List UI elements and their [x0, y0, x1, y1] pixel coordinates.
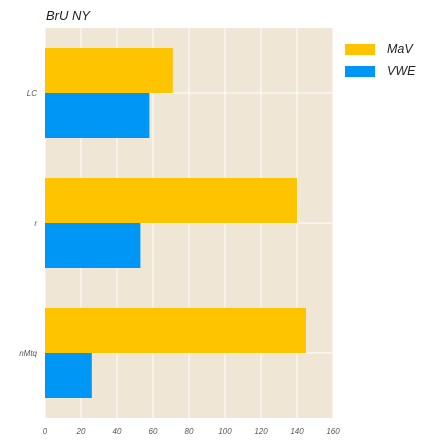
bar-vwe-nmtq: [45, 353, 92, 398]
y-tick-label-nmtq: nMtq: [19, 349, 37, 358]
bar-mav-lc: [45, 48, 173, 93]
legend-swatch-vwe: [345, 66, 375, 77]
x-tick-label-120: 120: [254, 427, 268, 436]
bar-mav-nmtq: [45, 308, 306, 353]
x-tick-label-160: 160: [326, 427, 340, 436]
x-tick-label-60: 60: [149, 427, 158, 436]
bar-vwe-lc: [45, 93, 149, 138]
legend: MaV VWE: [345, 38, 415, 82]
legend-swatch-mav: [345, 44, 375, 55]
legend-item-vwe: VWE: [345, 60, 415, 82]
x-tick-label-40: 40: [113, 427, 122, 436]
x-tick-label-0: 0: [43, 427, 48, 436]
bar-vwe-r: [45, 223, 140, 268]
legend-label-mav: MaV: [387, 42, 413, 56]
x-tick-label-20: 20: [76, 427, 86, 436]
legend-label-vwe: VWE: [387, 64, 415, 78]
x-tick-label-100: 100: [218, 427, 232, 436]
y-tick-label-lc: LC: [27, 89, 37, 98]
x-tick-label-140: 140: [290, 427, 304, 436]
y-tick-label-r: r: [34, 219, 37, 228]
legend-item-mav: MaV: [345, 38, 415, 60]
bar-mav-r: [45, 178, 297, 223]
x-tick-label-80: 80: [185, 427, 194, 436]
